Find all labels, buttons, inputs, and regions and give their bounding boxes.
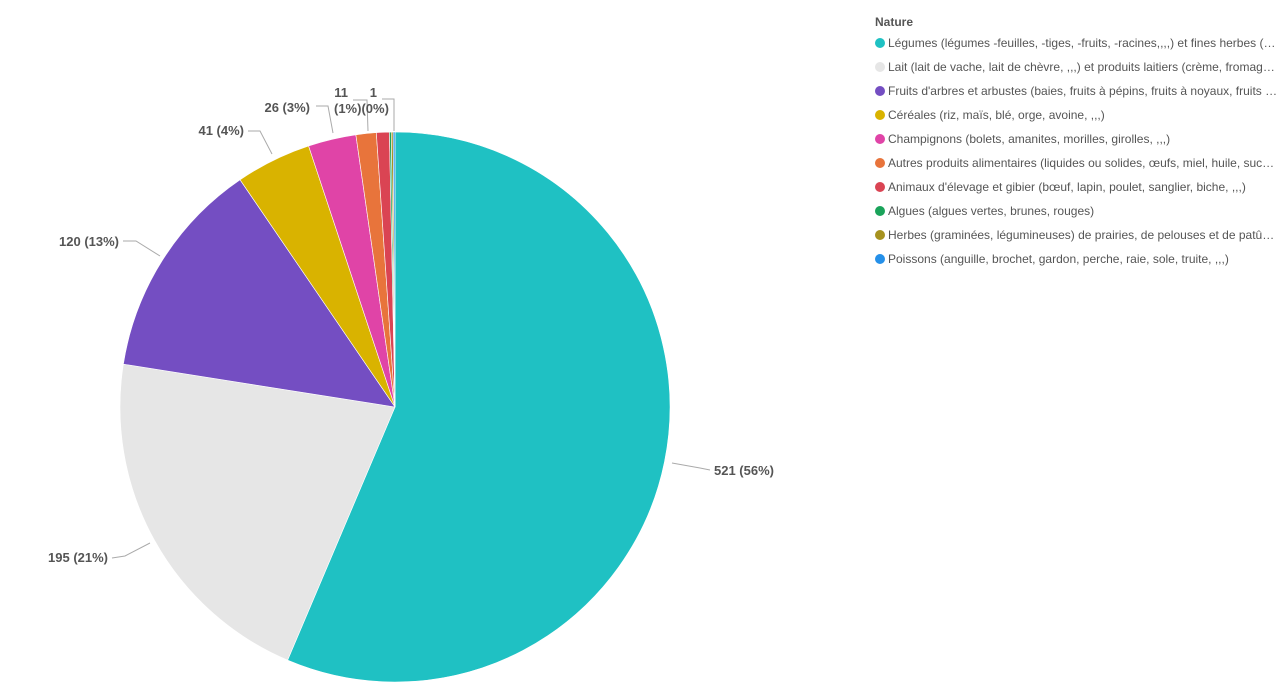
label-connector: [671, 462, 711, 471]
legend-item[interactable]: Animaux d'élevage et gibier (bœuf, lapin…: [875, 175, 1280, 199]
pie-slice[interactable]: [287, 131, 671, 683]
legend-item[interactable]: Fruits d'arbres et arbustes (baies, frui…: [875, 79, 1280, 103]
data-label: 26 (3%): [264, 100, 310, 115]
legend-color-dot-icon: [875, 206, 885, 216]
legend-item[interactable]: Herbes (graminées, légumineuses) de prai…: [875, 223, 1280, 247]
data-label: 1: [370, 85, 377, 100]
legend-label: Champignons (bolets, amanites, morilles,…: [888, 132, 1171, 146]
legend-item[interactable]: Algues (algues vertes, brunes, rouges): [875, 199, 1280, 223]
legend-title: Nature: [875, 15, 914, 29]
data-label: 11: [334, 85, 348, 100]
legend-item[interactable]: Légumes (légumes -feuilles, -tiges, -fru…: [875, 31, 1280, 55]
pie-slice[interactable]: [119, 363, 396, 661]
legend-label: Animaux d'élevage et gibier (bœuf, lapin…: [888, 180, 1246, 194]
legend-color-dot-icon: [875, 110, 885, 120]
label-connector-lines: [111, 98, 711, 559]
legend-item[interactable]: Céréales (riz, maïs, blé, orge, avoine, …: [875, 103, 1280, 127]
data-label: 41 (4%): [198, 123, 244, 138]
legend-item[interactable]: Poissons (anguille, brochet, gardon, per…: [875, 247, 1280, 271]
legend-label: Autres produits alimentaires (liquides o…: [888, 156, 1275, 170]
legend-item[interactable]: Autres produits alimentaires (liquides o…: [875, 151, 1280, 175]
legend-color-dot-icon: [875, 230, 885, 240]
legend-item[interactable]: Champignons (bolets, amanites, morilles,…: [875, 127, 1280, 151]
label-connector: [353, 99, 369, 132]
legend-items: Légumes (légumes -feuilles, -tiges, -fru…: [875, 31, 1280, 271]
data-labels: 521 (56%) 195 (21%) 120 (13%) 41 (4%) 26 (3%…: [48, 85, 774, 565]
legend-label: Céréales (riz, maïs, blé, orge, avoine, …: [888, 108, 1105, 122]
data-label: 521 (56%): [714, 463, 774, 478]
label-connector: [123, 240, 161, 257]
label-connector: [248, 130, 273, 155]
pie-slice[interactable]: [123, 179, 396, 408]
legend-color-dot-icon: [875, 38, 885, 48]
legend-label: Poissons (anguille, brochet, gardon, per…: [888, 252, 1229, 266]
legend-color-dot-icon: [875, 86, 885, 96]
legend-color-dot-icon: [875, 134, 885, 144]
label-connector: [111, 542, 151, 559]
legend-label: Algues (algues vertes, brunes, rouges): [888, 204, 1095, 218]
legend-label: Fruits d'arbres et arbustes (baies, frui…: [888, 84, 1278, 98]
legend-color-dot-icon: [875, 62, 885, 72]
legend-item[interactable]: Lait (lait de vache, lait de chèvre, ,,,…: [875, 55, 1280, 79]
legend-color-dot-icon: [875, 182, 885, 192]
legend: Nature Légumes (légumes -feuilles, -tige…: [875, 13, 1280, 271]
pie-slice[interactable]: [392, 131, 396, 408]
legend-label: Lait (lait de vache, lait de chèvre, ,,,…: [888, 60, 1275, 74]
legend-label: Légumes (légumes -feuilles, -tiges, -fru…: [888, 36, 1276, 50]
legend-color-dot-icon: [875, 158, 885, 168]
data-label: 120 (13%): [59, 234, 119, 249]
label-connector: [316, 105, 334, 134]
pie-slices: [119, 131, 671, 683]
data-label: (1%)(0%): [334, 101, 389, 116]
data-label: 195 (21%): [48, 550, 108, 565]
label-connector: [382, 98, 395, 131]
legend-color-dot-icon: [875, 254, 885, 264]
legend-label: Herbes (graminées, légumineuses) de prai…: [888, 228, 1275, 242]
